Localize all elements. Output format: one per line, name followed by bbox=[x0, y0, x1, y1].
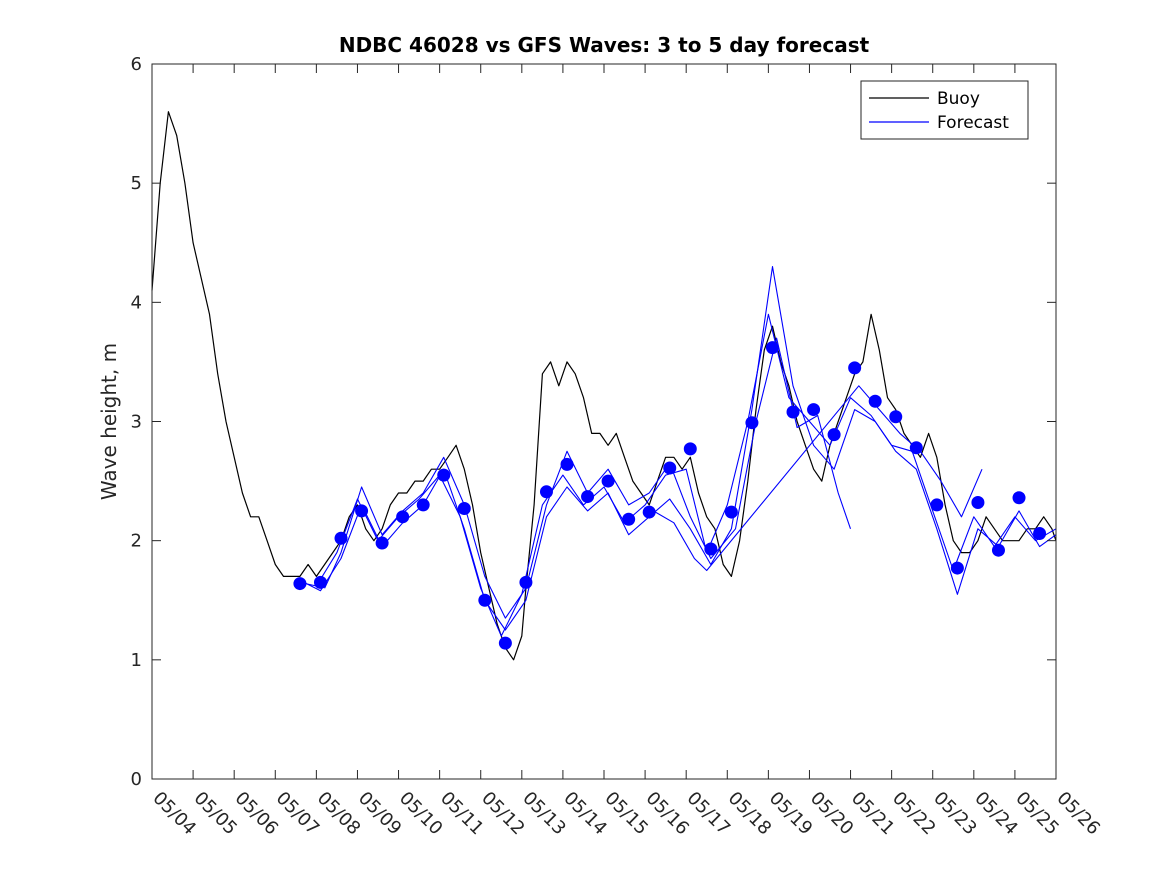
y-tick-label: 2 bbox=[131, 531, 142, 552]
forecast-point bbox=[293, 577, 307, 591]
y-tick-label: 3 bbox=[131, 412, 142, 433]
forecast-line bbox=[324, 337, 852, 619]
y-tick-label: 0 bbox=[131, 769, 142, 790]
forecast-point bbox=[868, 394, 882, 408]
forecast-point bbox=[991, 543, 1005, 557]
forecast-point bbox=[848, 361, 862, 375]
forecast-point bbox=[457, 501, 471, 515]
y-tick-label: 5 bbox=[131, 173, 142, 194]
series-forecast-run-3 bbox=[303, 266, 1057, 631]
y-tick-label: 1 bbox=[131, 650, 142, 671]
forecast-point bbox=[950, 561, 964, 575]
legend: Buoy Forecast bbox=[860, 80, 1029, 140]
forecast-point bbox=[581, 490, 595, 504]
forecast-point bbox=[724, 505, 738, 519]
chart-title: NDBC 46028 vs GFS Waves: 3 to 5 day fore… bbox=[339, 33, 870, 57]
forecast-point bbox=[498, 636, 512, 650]
legend-label: Buoy bbox=[937, 89, 980, 109]
plot-area bbox=[152, 64, 1056, 779]
forecast-point bbox=[683, 442, 697, 456]
forecast-line bbox=[299, 313, 1057, 637]
y-tick-label: 6 bbox=[131, 54, 142, 75]
y-axis-label: Wave height, m bbox=[97, 343, 121, 500]
y-tick-label: 4 bbox=[131, 292, 142, 313]
legend-label: Forecast bbox=[937, 113, 1009, 133]
forecast-point bbox=[930, 498, 944, 512]
buoy-line bbox=[151, 111, 1057, 661]
forecast-line bbox=[653, 385, 983, 572]
forecast-point bbox=[1012, 491, 1026, 505]
forecast-point bbox=[642, 505, 656, 519]
series-forecast-run-2 bbox=[299, 313, 1057, 637]
forecast-point bbox=[889, 410, 903, 424]
series-forecast-run-5 bbox=[653, 385, 983, 572]
forecast-point bbox=[971, 496, 985, 510]
series-layer bbox=[151, 111, 1057, 661]
legend-box bbox=[860, 80, 1029, 140]
forecast-point bbox=[601, 474, 615, 488]
series-forecast-run-4 bbox=[324, 337, 852, 619]
forecast-point bbox=[807, 403, 821, 417]
series-buoy bbox=[151, 111, 1057, 661]
forecast-line bbox=[303, 266, 1057, 631]
